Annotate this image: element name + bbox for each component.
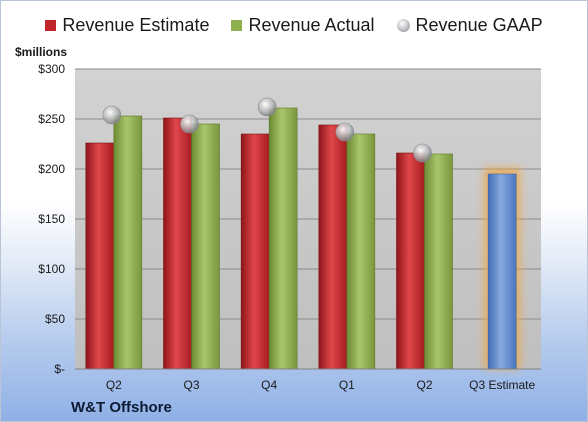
- bar-revenue-estimate: [318, 124, 348, 370]
- y-tick-label: $150: [38, 212, 65, 226]
- x-tick-label: Q2: [106, 378, 122, 392]
- chart-legend: Revenue Estimate Revenue Actual Revenue …: [1, 15, 587, 36]
- point-revenue-gaap: [257, 97, 277, 117]
- x-tick-label: Q3 Estimate: [469, 378, 535, 392]
- x-tick-label: Q2: [416, 378, 432, 392]
- legend-label-gaap: Revenue GAAP: [415, 15, 543, 35]
- point-revenue-gaap: [102, 105, 122, 125]
- y-tick-label: $200: [38, 162, 65, 176]
- point-revenue-gaap: [180, 114, 199, 134]
- legend-item-gaap: Revenue GAAP: [396, 15, 543, 36]
- legend-label-actual: Revenue Actual: [248, 15, 375, 35]
- x-tick-label: Q4: [261, 378, 277, 392]
- bar-revenue-estimate: [487, 173, 517, 370]
- legend-item-estimate: Revenue Estimate: [45, 15, 209, 36]
- legend-swatch-gaap: [396, 19, 410, 32]
- y-axis-unit-label: $millions: [15, 45, 68, 59]
- y-tick-label: $300: [38, 62, 65, 76]
- bar-revenue-actual: [346, 133, 376, 370]
- bar-revenue-estimate: [240, 133, 270, 370]
- bar-revenue-estimate: [396, 152, 425, 370]
- y-tick-label: $-: [54, 362, 65, 376]
- point-revenue-gaap: [335, 122, 355, 142]
- bar-revenue-actual: [424, 153, 453, 370]
- x-tick-label: Q3: [183, 378, 199, 392]
- bar-revenue-actual: [191, 123, 220, 370]
- y-tick-label: $100: [38, 262, 65, 276]
- y-tick-label: $250: [38, 112, 65, 126]
- bar-revenue-actual: [268, 107, 298, 370]
- bar-revenue-estimate: [163, 117, 192, 370]
- y-tick-label: $50: [45, 312, 65, 326]
- company-name: W&T Offshore: [71, 399, 172, 416]
- bar-revenue-estimate: [85, 142, 115, 370]
- legend-swatch-actual: [231, 20, 243, 31]
- x-tick-label: Q1: [339, 378, 355, 392]
- legend-item-actual: Revenue Actual: [231, 15, 375, 36]
- legend-label-estimate: Revenue Estimate: [62, 15, 210, 35]
- legend-swatch-estimate: [45, 20, 57, 31]
- point-revenue-gaap: [413, 143, 432, 163]
- bar-revenue-actual: [113, 115, 143, 370]
